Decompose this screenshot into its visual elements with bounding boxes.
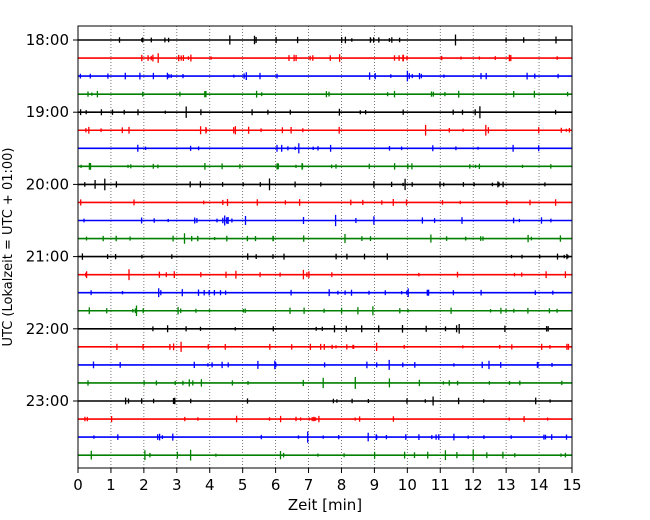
trace-23:15 [78, 415, 572, 423]
x-axis-label: Zeit [min] [288, 496, 362, 514]
trace-23:45 [78, 449, 572, 461]
x-tick-label: 1 [106, 476, 116, 494]
trace-22:30 [78, 359, 572, 370]
trace-21:45 [78, 305, 572, 316]
trace-22:00 [78, 324, 572, 334]
y-tick-label: 18:00 [26, 31, 69, 49]
trace-spikes [81, 253, 569, 260]
trace-spikes [90, 449, 567, 461]
trace-spikes [116, 341, 570, 352]
trace-18:30 [78, 70, 572, 82]
trace-lines [78, 34, 572, 461]
trace-19:15 [78, 124, 572, 136]
x-axis-ticks: 0 1 2 3 4 5 6 7 8 9 10 11 12 13 14 15 [73, 468, 582, 494]
trace-spikes [87, 90, 569, 98]
trace-spikes [79, 70, 559, 82]
trace-spikes [92, 359, 553, 370]
trace-20:15 [78, 199, 572, 206]
trace-spikes [93, 431, 568, 443]
x-tick-label: 4 [205, 476, 215, 494]
trace-spikes [79, 106, 557, 119]
trace-22:45 [78, 377, 572, 389]
trace-spikes [85, 124, 571, 136]
x-tick-label: 12 [464, 476, 483, 494]
x-tick-label: 0 [73, 476, 83, 494]
trace-spikes [118, 34, 557, 46]
x-tick-label: 13 [497, 476, 516, 494]
trace-20:00 [78, 178, 572, 191]
x-tick-label: 7 [304, 476, 314, 494]
trace-18:15 [78, 53, 572, 63]
trace-spikes [87, 377, 563, 389]
trace-spikes [141, 53, 558, 63]
x-tick-label: 5 [238, 476, 248, 494]
trace-21:00 [78, 253, 572, 260]
trace-spikes [84, 415, 549, 423]
trace-spikes [90, 288, 554, 298]
y-tick-label: 23:00 [26, 392, 69, 410]
plot-frame [77, 25, 573, 469]
y-axis-label: UTC (Lokalzeit = UTC + 01:00) [1, 148, 16, 347]
trace-22:15 [78, 341, 572, 352]
trace-19:30 [78, 143, 572, 154]
y-tick-label: 21:00 [26, 248, 69, 266]
x-tick-label: 2 [139, 476, 149, 494]
x-tick-label: 9 [370, 476, 380, 494]
y-tick-label: 22:00 [26, 320, 69, 338]
y-tick-label: 20:00 [26, 175, 69, 193]
trace-20:30 [78, 214, 572, 227]
y-axis-ticks: 18:00 19:00 20:00 21:00 22:00 23:00 [26, 31, 78, 410]
trace-19:00 [78, 106, 572, 119]
trace-spikes [85, 233, 562, 244]
trace-23:00 [78, 396, 572, 406]
trace-spikes [137, 143, 540, 154]
x-tick-label: 6 [271, 476, 281, 494]
x-tick-label: 11 [431, 476, 450, 494]
trace-18:45 [78, 90, 572, 98]
x-tick-label: 14 [530, 476, 549, 494]
trace-spikes [152, 324, 549, 334]
trace-21:15 [78, 269, 572, 281]
y-tick-label: 19:00 [26, 103, 69, 121]
trace-spikes [124, 396, 551, 406]
trace-spikes [85, 269, 567, 281]
trace-spikes [84, 178, 546, 191]
trace-spikes [88, 305, 558, 316]
trace-spikes [80, 199, 557, 206]
x-tick-label: 3 [172, 476, 182, 494]
trace-21:30 [78, 288, 572, 298]
x-tick-label: 15 [562, 476, 581, 494]
trace-19:45 [78, 162, 572, 170]
trace-spikes [80, 162, 552, 170]
trace-18:00 [78, 34, 572, 46]
trace-23:30 [78, 431, 572, 443]
x-tick-label: 8 [337, 476, 347, 494]
trace-spikes [83, 214, 552, 227]
trace-20:45 [78, 233, 572, 244]
x-tick-label: 10 [398, 476, 417, 494]
